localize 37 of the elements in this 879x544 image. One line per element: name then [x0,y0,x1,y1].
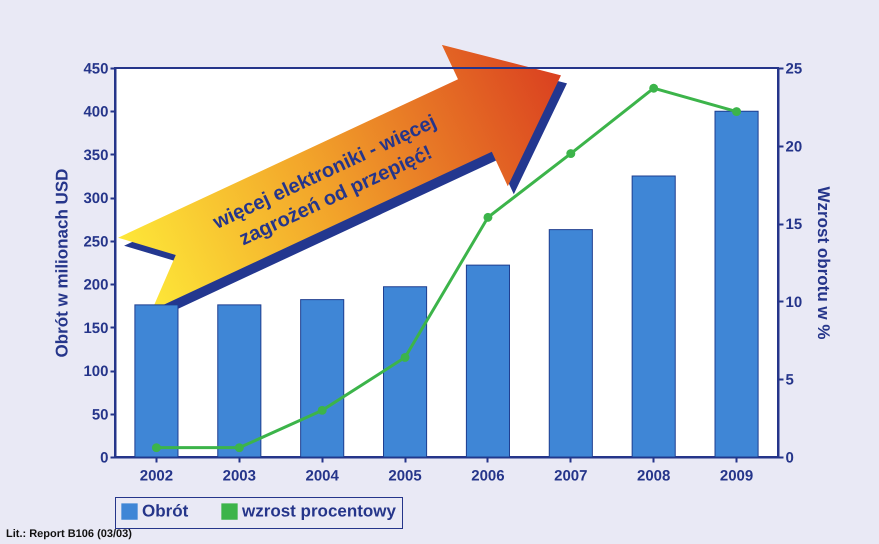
y-tick-label: 50 [92,406,108,424]
x-tick-label: 2002 [140,468,174,484]
y2-tick-label: 25 [786,60,802,78]
legend-label: Obrót [142,502,189,521]
y-tick-label: 150 [83,320,108,337]
x-tick-label: 2008 [637,468,670,484]
y2-tick-label: 5 [786,372,794,389]
point [483,212,492,222]
x-tick-label: 2007 [554,468,588,484]
y-tick-label: 400 [83,104,108,121]
legend-label: wzrost procentowy [241,502,397,521]
point [649,84,658,93]
x-tick-label: 2009 [720,468,754,484]
point [234,443,244,452]
point [566,149,576,158]
y2-tick-label: 0 [786,450,794,466]
y-tick-label: 300 [83,190,108,208]
y-tick-label: 350 [83,146,108,164]
point [152,443,161,452]
y-tick-label: 0 [100,450,108,466]
y-tick-label: 250 [83,233,108,250]
y-axis-title: Obrót w milionach USD [52,168,72,358]
y-tick-label: 100 [83,363,108,380]
y2-tick-label: 15 [786,216,802,234]
y2-tick-label: 10 [786,294,802,311]
text: Lit.: Report B106 (03/03) [6,528,132,540]
x-tick-label: 2006 [471,468,505,484]
point [732,107,742,116]
x-tick-label: 2005 [388,468,422,484]
point [318,406,327,415]
y2-axis-title: Wzrost obrotu w % [814,186,834,340]
y-tick-label: 450 [83,60,108,78]
x-tick-label: 2003 [222,468,256,484]
point [400,352,410,362]
y-tick-label: 200 [83,276,108,294]
y2-tick-label: 20 [786,138,802,156]
x-tick-label: 2004 [306,468,340,484]
